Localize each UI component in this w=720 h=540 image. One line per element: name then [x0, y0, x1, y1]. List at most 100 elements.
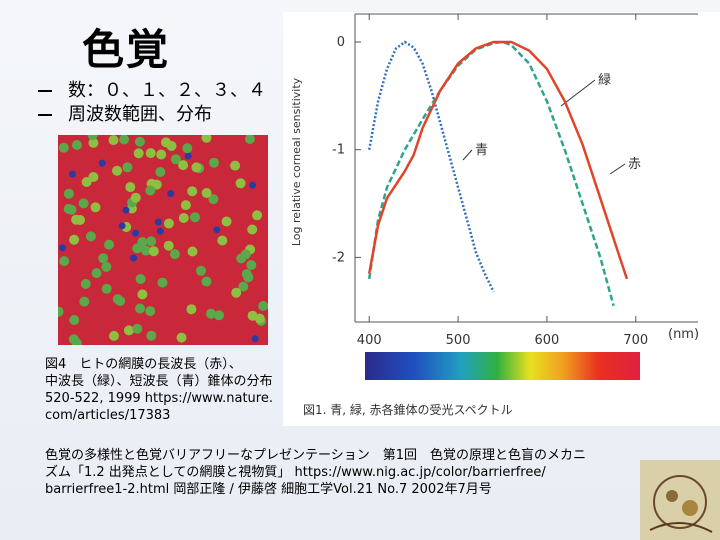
retina-cone [141, 245, 151, 256]
retina-cone [109, 330, 119, 341]
retina-cone [243, 272, 254, 283]
retina-cone [145, 306, 156, 317]
retina-cone [213, 226, 221, 234]
retina-cone [115, 296, 126, 306]
retina-cone [135, 274, 146, 284]
retina-cone [214, 310, 224, 321]
series-label: 赤 [628, 157, 641, 172]
retina-cone [68, 334, 79, 345]
retina-cone [87, 135, 98, 141]
retina-cone [98, 159, 106, 167]
retina-cone [251, 335, 259, 343]
spectrum-bar [365, 352, 640, 380]
retina-cone [90, 202, 101, 213]
series-label: 緑 [598, 73, 611, 88]
retina-cone [134, 136, 145, 147]
retina-cone [252, 210, 263, 221]
retina-cone [167, 190, 175, 198]
retina-cone [130, 192, 141, 203]
label-leader [462, 149, 473, 161]
retina-cone [208, 194, 219, 205]
retina-cone [163, 240, 174, 251]
retina-cone [101, 261, 112, 272]
retina-cone [63, 203, 74, 214]
retina-cone [69, 315, 80, 325]
retina-cone [145, 185, 156, 196]
retina-cone [137, 237, 148, 248]
chart: Log relative corneal sensitivity (nm) 図1… [290, 13, 699, 417]
retina-cone [108, 135, 119, 146]
x-tick-label: 600 [535, 333, 560, 348]
retina-cone [125, 182, 136, 193]
bullet: 数：０、１、２、３、４ [68, 80, 266, 101]
retina-cone [78, 198, 89, 209]
bullet: 周波数範囲、分布 [68, 104, 212, 125]
reference: 色覚の多様性と色覚バリアフリーなプレゼンテーション 第1回 色覚の原理と色盲のメ… [45, 447, 586, 498]
retina-cone [68, 170, 76, 178]
x-tick-label: 400 [357, 333, 382, 348]
retina-cone [249, 181, 256, 189]
retina-cone [137, 289, 148, 300]
retina-cone [231, 287, 242, 298]
retina-cone [184, 152, 192, 160]
retina-cone [133, 148, 144, 159]
retina-cone [230, 160, 241, 171]
retina-cone [178, 213, 189, 223]
retina-cone [247, 224, 258, 235]
series-label: 青 [475, 143, 488, 158]
retina-cone [80, 278, 91, 289]
x-axis-unit: (nm) [668, 327, 699, 342]
retina-cone [187, 186, 198, 197]
series-line [367, 40, 629, 280]
retina-cone [146, 330, 157, 341]
retina-cone [238, 281, 249, 292]
retina-cone [122, 162, 133, 173]
retina-cone [71, 140, 82, 150]
retina-cone [206, 308, 216, 319]
retina-cone [91, 268, 102, 279]
y-axis-label: Log relative corneal sensitivity [290, 77, 303, 246]
retina-cone [122, 206, 130, 214]
retina-cone [240, 249, 251, 260]
retina-cone [170, 154, 181, 165]
retina-cone [104, 239, 114, 250]
retina-cone [63, 188, 74, 199]
retina-cone [135, 303, 145, 314]
retina-cone [151, 179, 162, 190]
retina-cone [88, 137, 99, 148]
retina-caption: 中波長（緑）、短波長（青）錐体の分布 [45, 374, 273, 389]
retina-image [58, 135, 268, 345]
retina-cone [217, 235, 228, 246]
retina-cone [201, 188, 212, 198]
retina-caption: 図4 ヒトの網膜の長波長（赤）、 [45, 357, 242, 372]
label-leader [609, 163, 626, 175]
retina-cone [59, 256, 70, 267]
retina-cone [176, 332, 187, 343]
retina-cone [221, 216, 232, 227]
retina-cone [191, 162, 202, 173]
retina-cone [246, 260, 257, 270]
retina-cone [69, 234, 80, 245]
retina-cone [88, 172, 99, 182]
reference-line: ズム「1.2 出発点としての網膜と視物質」 https://www.nig.ac… [45, 465, 546, 480]
retina-cone [178, 160, 189, 171]
retina-cone [201, 276, 212, 287]
x-tick-label: 500 [446, 333, 471, 348]
retina-cone [186, 304, 197, 315]
retina-cone [180, 200, 191, 211]
retina-cone [157, 277, 168, 288]
retina-cone [132, 229, 139, 237]
retina-cone [182, 143, 193, 154]
retina-cone [85, 231, 96, 242]
bullet-marker [38, 90, 52, 92]
retina-cone [101, 283, 112, 294]
retina-cone [145, 148, 156, 159]
retina-cone [155, 167, 166, 177]
retina-cone [146, 236, 157, 247]
retina-cone [118, 222, 126, 230]
series-line [367, 40, 615, 307]
y-tick-label: 0 [337, 35, 345, 50]
retina-cone [169, 249, 180, 260]
retina-caption: 520-522, 1999 https://www.nature. [45, 391, 273, 406]
retina-cone [196, 265, 206, 276]
